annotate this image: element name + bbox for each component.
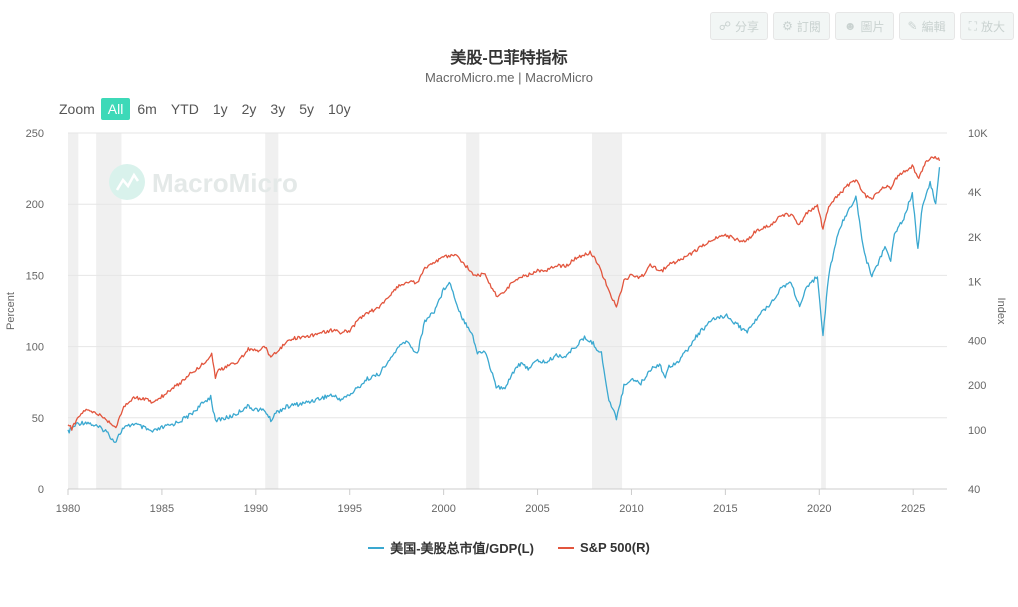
zoom-ytd-button[interactable]: YTD xyxy=(170,101,199,117)
gear-icon: ⚙ xyxy=(782,19,793,33)
x-tick-label: 2000 xyxy=(431,503,455,515)
recession-band xyxy=(68,133,79,489)
image-button[interactable]: ☻ 圖片 xyxy=(834,12,894,40)
recession-band xyxy=(265,133,279,489)
y2-tick-label: 10K xyxy=(968,128,988,140)
y-axis-title: Percent xyxy=(5,292,17,330)
y-tick-label: 0 xyxy=(38,484,44,496)
x-tick-label: 2010 xyxy=(619,503,643,515)
subscribe-button-label: 訂閱 xyxy=(796,19,821,34)
x-tick-label: 1980 xyxy=(56,503,80,515)
x-tick-label: 2020 xyxy=(807,503,831,515)
watermark-logo-mark xyxy=(115,172,140,191)
zoom-2y-button[interactable]: 2y xyxy=(241,101,257,117)
chart-title: 美股-巴菲特指标 xyxy=(450,50,568,67)
edit-button-label: 編輯 xyxy=(921,19,946,34)
watermark-logo-icon xyxy=(109,164,145,200)
x-tick-label: 1990 xyxy=(244,503,268,515)
y2-tick-label: 2K xyxy=(968,232,982,244)
zoom-3y-button[interactable]: 3y xyxy=(270,101,286,117)
expand-icon: ⛶ xyxy=(968,18,977,33)
y2-tick-label: 4K xyxy=(968,187,982,199)
y2-tick-label: 200 xyxy=(968,380,986,392)
legend-item-sp500[interactable]: S&P 500(R) xyxy=(557,538,650,557)
x-tick-label: 1985 xyxy=(150,503,174,515)
watermark-text: MacroMicro xyxy=(152,168,298,198)
y-tick-label: 250 xyxy=(26,128,44,140)
share-button-label: 分享 xyxy=(735,19,760,34)
zoom-6m-button[interactable]: 6m xyxy=(137,101,157,117)
chart-subtitle: MacroMicro.me | MacroMicro xyxy=(424,70,594,85)
y-tick-label: 50 xyxy=(32,413,44,425)
legend-swatch-blue xyxy=(368,546,385,549)
zoom-5y-button[interactable]: 5y xyxy=(299,101,314,117)
y2-tick-label: 40 xyxy=(968,484,980,496)
legend-item-buffett-indicator[interactable]: 美国-美股总市值/GDP(L) xyxy=(368,538,534,557)
expand-button[interactable]: ⛶ 放大 xyxy=(959,12,1014,40)
y2-tick-label: 1K xyxy=(968,276,982,288)
watermark: MacroMicro xyxy=(109,164,298,200)
share-icon: ☍ xyxy=(718,19,732,33)
recession-band xyxy=(592,133,623,489)
series-line-sp500 xyxy=(67,155,941,431)
y-tick-label: 200 xyxy=(26,199,44,211)
recession-band xyxy=(466,133,480,489)
y2-tick-label: 400 xyxy=(968,336,986,348)
chart-legend: 美国-美股总市值/GDP(L) S&P 500(R) xyxy=(0,538,1018,557)
zoom-10y-button[interactable]: 10y xyxy=(328,101,351,117)
x-tick-label: 2005 xyxy=(525,503,549,515)
legend-label-sp500: S&P 500(R) xyxy=(579,540,650,555)
zoom-range-selector: Zoom All 6m YTD 1y 2y 3y 5y 10y xyxy=(59,98,358,120)
legend-label-buffett-indicator: 美国-美股总市值/GDP(L) xyxy=(390,541,534,556)
y2-axis-title: Index xyxy=(995,298,1007,325)
user-icon: ☻ xyxy=(843,19,857,33)
share-button[interactable]: ☍ 分享 xyxy=(709,12,769,40)
y2-tick-label: 100 xyxy=(968,425,986,437)
chart-toolbar: ☍ 分享 ⚙ 訂閱 ☻ 圖片 ✎ 編輯 ⛶ 放大 xyxy=(709,12,1014,40)
zoom-all-button[interactable]: All xyxy=(100,98,131,120)
image-button-label: 圖片 xyxy=(860,19,885,34)
zoom-1y-button[interactable]: 1y xyxy=(212,101,228,117)
axes: 0 50 100 150 200 250 40 100 200 400 1K 2K 4K 10K 1980 1… xyxy=(5,128,1007,515)
edit-button[interactable]: ✎ 編輯 xyxy=(898,12,955,40)
x-tick-label: 2015 xyxy=(713,503,737,515)
y-tick-label: 100 xyxy=(26,342,44,354)
zoom-label: Zoom xyxy=(59,101,95,117)
x-tick-label: 1995 xyxy=(337,503,361,515)
x-tick-label: 2025 xyxy=(901,503,925,515)
subscribe-button[interactable]: ⚙ 訂閱 xyxy=(773,12,830,40)
series-lines xyxy=(67,155,941,444)
recession-bands xyxy=(68,133,826,489)
expand-button-label: 放大 xyxy=(980,19,1005,34)
series-line-buffett-indicator xyxy=(67,167,941,444)
pencil-icon: ✎ xyxy=(907,19,918,33)
recession-band xyxy=(821,133,826,489)
legend-swatch-red xyxy=(557,546,574,549)
y-tick-label: 150 xyxy=(26,270,44,282)
